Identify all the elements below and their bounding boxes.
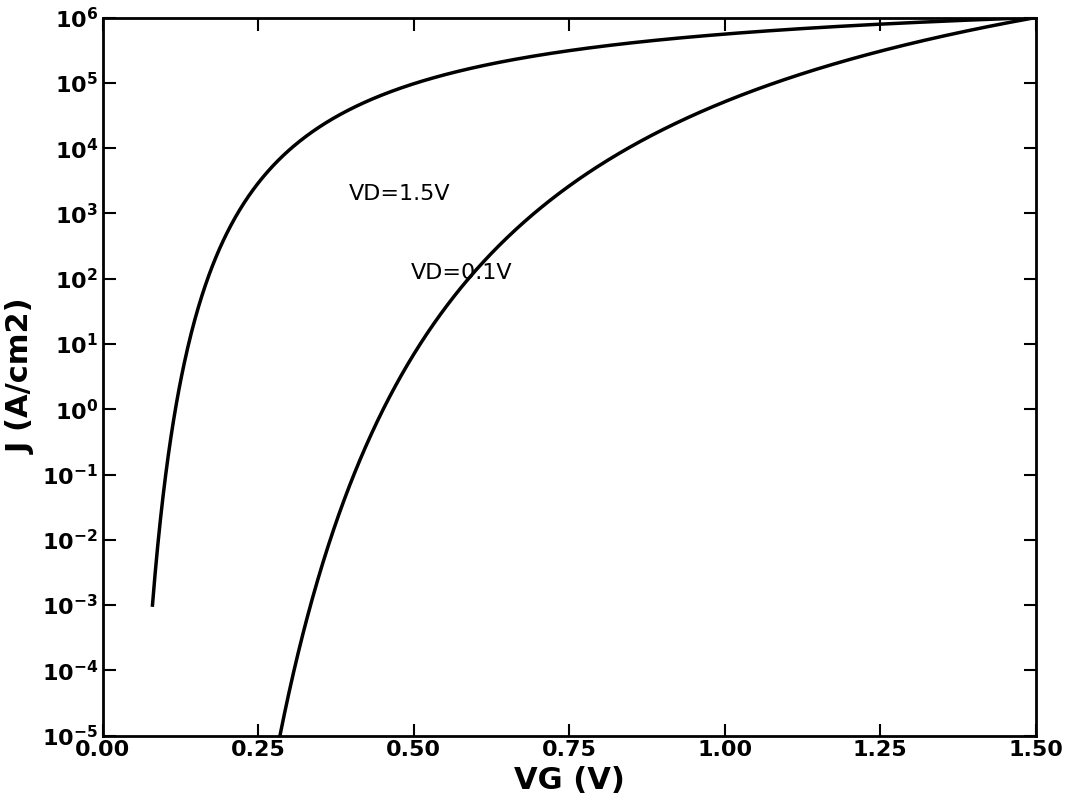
Text: VD=1.5V: VD=1.5V (349, 184, 450, 205)
X-axis label: VG (V): VG (V) (514, 766, 625, 795)
Text: VD=0.1V: VD=0.1V (411, 263, 513, 282)
Y-axis label: J (A/cm2): J (A/cm2) (6, 299, 36, 455)
